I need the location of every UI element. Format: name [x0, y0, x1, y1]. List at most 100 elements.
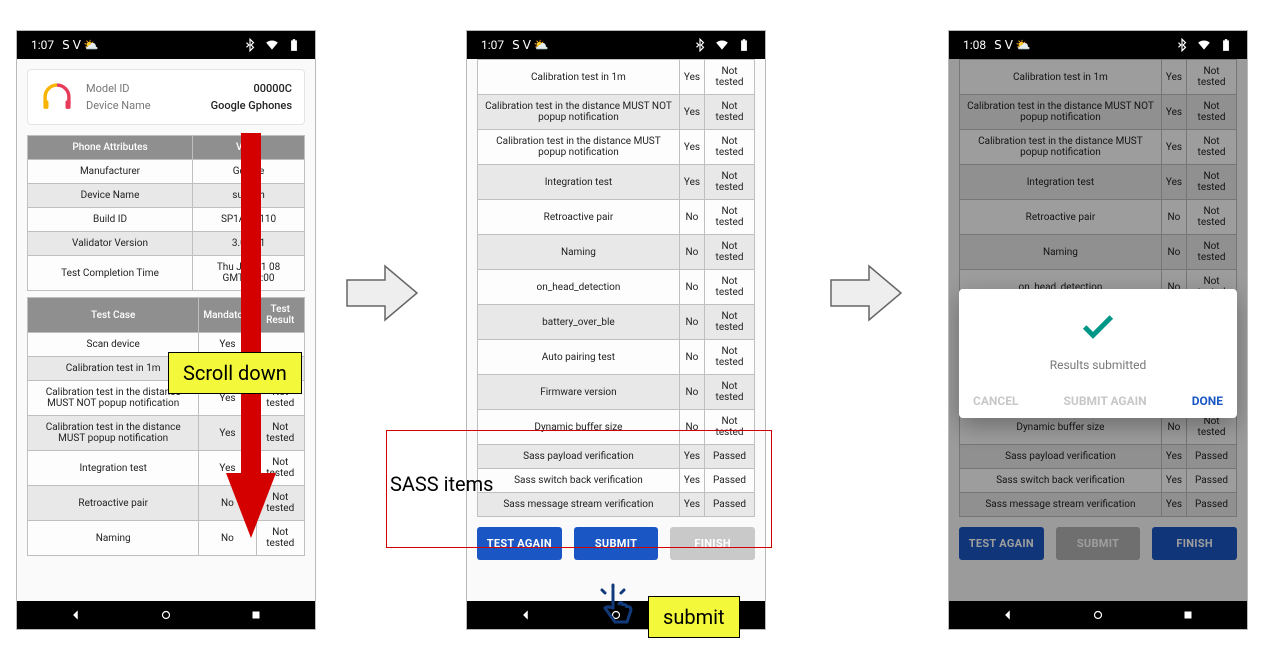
- nav-back-icon[interactable]: [519, 608, 533, 622]
- table-cell: No: [679, 270, 704, 305]
- table-cell: Not tested: [705, 130, 755, 165]
- table-cell: Device Name: [28, 184, 193, 208]
- nav-bar: [949, 601, 1247, 629]
- check-icon: [1078, 307, 1118, 347]
- table-cell: Not tested: [705, 340, 755, 375]
- device-card: Model ID 00000C Device Name Google Gphon…: [27, 69, 305, 125]
- headphones-icon: [40, 80, 74, 114]
- table-cell: No: [679, 375, 704, 410]
- table-cell: Not tested: [705, 270, 755, 305]
- wifi-icon: [265, 38, 279, 52]
- table-cell: Not tested: [705, 235, 755, 270]
- table-cell: Not tested: [705, 375, 755, 410]
- status-icons-left: 𝖲 𝖵 ⛅: [994, 38, 1031, 52]
- status-time: 1:07: [481, 38, 504, 52]
- table-cell: Calibration test in the distance MUST NO…: [478, 95, 680, 130]
- table-cell: No: [679, 305, 704, 340]
- results-dialog: Results submitted CANCEL SUBMIT AGAIN DO…: [959, 289, 1237, 418]
- status-time: 1:07: [31, 38, 54, 52]
- status-time: 1:08: [963, 38, 986, 52]
- status-icons-left: 𝖲 𝖵 ⛅: [512, 38, 549, 52]
- table-cell: battery_over_ble: [478, 305, 680, 340]
- bluetooth-icon: [693, 38, 707, 52]
- table-cell: Yes: [679, 165, 704, 200]
- table-row: Integration testYesNot tested: [478, 165, 755, 200]
- table-cell: No: [679, 200, 704, 235]
- table-row: battery_over_bleNoNot tested: [478, 305, 755, 340]
- table-row: Auto pairing testNoNot tested: [478, 340, 755, 375]
- nav-recent-icon[interactable]: [249, 608, 263, 622]
- table-cell: Integration test: [28, 451, 199, 486]
- battery-icon: [287, 38, 301, 52]
- battery-icon: [1219, 38, 1233, 52]
- battery-icon: [737, 38, 751, 52]
- tap-hand-icon: [593, 582, 637, 626]
- table-cell: on_head_detection: [478, 270, 680, 305]
- table-cell: Build ID: [28, 208, 193, 232]
- table-row: Retroactive pairNoNot tested: [478, 200, 755, 235]
- status-icons-right: [243, 38, 301, 52]
- table-cell: Validator Version: [28, 232, 193, 256]
- nav-back-icon[interactable]: [1001, 608, 1015, 622]
- wifi-icon: [715, 38, 729, 52]
- table-cell: Calibration test in 1m: [478, 60, 680, 95]
- table-cell: Not tested: [705, 60, 755, 95]
- model-id-value: 00000C: [157, 82, 292, 95]
- device-name-value: Google Gphones: [157, 99, 292, 112]
- table-cell: Integration test: [478, 165, 680, 200]
- table-cell: Test Completion Time: [28, 256, 193, 291]
- tests-header: Test Case: [28, 298, 199, 333]
- table-cell: Retroactive pair: [478, 200, 680, 235]
- table-cell: Not tested: [705, 95, 755, 130]
- phone-3: 1:08 𝖲 𝖵 ⛅ Calibration test in 1mYesNot …: [948, 30, 1248, 630]
- phone-content[interactable]: Calibration test in 1mYesNot testedCalib…: [949, 59, 1247, 601]
- nav-recent-icon[interactable]: [1181, 608, 1195, 622]
- table-row: Firmware versionNoNot tested: [478, 375, 755, 410]
- table-cell: Calibration test in the distance MUST po…: [28, 416, 199, 451]
- step-arrow-icon: [342, 258, 422, 328]
- table-cell: Manufacturer: [28, 160, 193, 184]
- dialog-submit-again-button[interactable]: SUBMIT AGAIN: [1064, 394, 1147, 408]
- status-bar: 1:08 𝖲 𝖵 ⛅: [949, 31, 1247, 59]
- table-cell: Calibration test in the distance MUST po…: [478, 130, 680, 165]
- status-icons-right: [693, 38, 751, 52]
- status-bar: 1:07 𝖲 𝖵 ⛅: [467, 31, 765, 59]
- nav-home-icon[interactable]: [159, 608, 173, 622]
- bluetooth-icon: [1175, 38, 1189, 52]
- dialog-message: Results submitted: [973, 358, 1223, 372]
- table-cell: Not tested: [705, 165, 755, 200]
- nav-home-icon[interactable]: [1091, 608, 1105, 622]
- dialog-done-button[interactable]: DONE: [1192, 394, 1223, 408]
- nav-back-icon[interactable]: [69, 608, 83, 622]
- table-cell: Firmware version: [478, 375, 680, 410]
- wifi-icon: [1197, 38, 1211, 52]
- model-id-label: Model ID: [86, 82, 151, 95]
- table-cell: No: [679, 235, 704, 270]
- table-cell: Auto pairing test: [478, 340, 680, 375]
- table-row: Calibration test in 1mYesNot tested: [478, 60, 755, 95]
- scroll-down-arrow-icon: [221, 133, 281, 538]
- table-row: Calibration test in the distance MUST NO…: [478, 95, 755, 130]
- table-row: NamingNoNot tested: [478, 235, 755, 270]
- sass-items-label: SASS items: [390, 472, 494, 496]
- table-cell: Naming: [28, 521, 199, 556]
- scroll-down-callout: Scroll down: [168, 352, 302, 394]
- status-bar: 1:07 𝖲 𝖵 ⛅: [17, 31, 315, 59]
- table-row: Calibration test in the distance MUST po…: [478, 130, 755, 165]
- bluetooth-icon: [243, 38, 257, 52]
- table-cell: Yes: [679, 130, 704, 165]
- device-name-label: Device Name: [86, 99, 151, 112]
- attrs-header: Phone Attributes: [28, 136, 193, 160]
- dialog-cancel-button[interactable]: CANCEL: [973, 394, 1018, 408]
- table-cell: Retroactive pair: [28, 486, 199, 521]
- table-cell: Not tested: [705, 305, 755, 340]
- status-icons-right: [1175, 38, 1233, 52]
- submit-callout: submit: [648, 596, 740, 638]
- table-cell: Not tested: [705, 200, 755, 235]
- table-cell: Naming: [478, 235, 680, 270]
- table-cell: No: [679, 340, 704, 375]
- table-row: on_head_detectionNoNot tested: [478, 270, 755, 305]
- status-icons-left: 𝖲 𝖵 ⛅: [62, 38, 99, 52]
- nav-bar: [17, 601, 315, 629]
- step-arrow-icon: [826, 258, 906, 328]
